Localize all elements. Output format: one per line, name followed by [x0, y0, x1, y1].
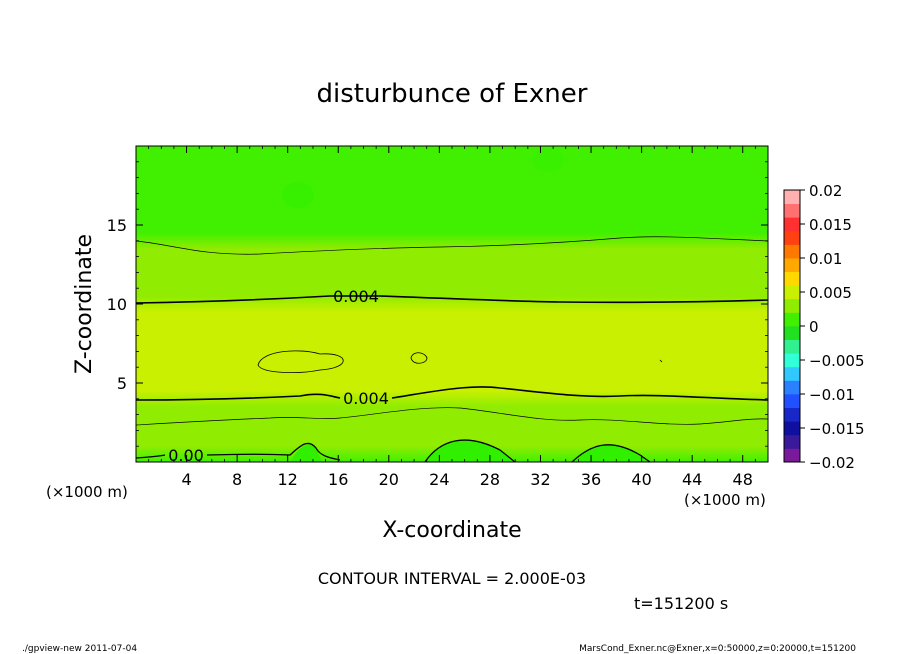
contour-line-0.00 [136, 439, 651, 462]
contour-line [257, 350, 344, 373]
colorbar-bin [784, 244, 800, 259]
plot-area: 0.004 0.004 0.00 [135, 145, 769, 465]
y-axis: 5 10 15 [107, 161, 768, 447]
bump-fill [290, 444, 322, 462]
colorbar-bin [784, 258, 800, 272]
x-tick-label: 20 [379, 470, 399, 489]
x-axis: 4 8 12 16 20 24 28 32 36 40 44 48 [148, 146, 756, 489]
contour-line-0.004 [136, 386, 768, 401]
colorbar-bin [784, 353, 800, 368]
colorbar-bin [784, 380, 800, 395]
contour-label: 0.004 [333, 287, 379, 306]
x-tick-label: 24 [429, 470, 449, 489]
colorbar-bin [784, 298, 800, 313]
x-tick-label: 36 [581, 470, 601, 489]
x-tick-label: 16 [328, 470, 348, 489]
contour-line [659, 359, 663, 363]
contour-label: 0.00 [168, 446, 204, 465]
colorbar-bin [784, 366, 800, 381]
colorbar-bin [784, 448, 800, 463]
colorbar-bin [784, 394, 800, 408]
colorbar-bin [784, 339, 800, 354]
contour-line [136, 236, 768, 255]
colorbar: 0.02 0.015 0.01 0.005 0 −0.005 −0.01 −0.015 −0.0… [783, 182, 865, 472]
colorbar-bin [784, 190, 800, 204]
colorbar-tick-label: −0.015 [809, 420, 865, 438]
contour-lines [136, 236, 768, 462]
chart-title: disturbunce of Exner [317, 79, 588, 109]
contour-label: 0.004 [343, 389, 389, 408]
colorbar-tick-label: −0.005 [809, 352, 865, 370]
contour-line-0.004 [136, 295, 768, 304]
contour-interval-text: CONTOUR INTERVAL = 2.000E-03 [318, 569, 586, 588]
y-axis-label: Z-coordinate [72, 234, 97, 374]
colorbar-bin [784, 326, 800, 340]
bump-fill [425, 440, 515, 462]
contour-line [410, 352, 428, 364]
x-tick-label: 32 [530, 470, 550, 489]
colorbar-tick-label: 0.01 [809, 250, 842, 268]
x-tick-label: 12 [278, 470, 298, 489]
upper-blob [532, 148, 564, 172]
colorbar-bin [784, 271, 800, 286]
colorbar-bin [784, 407, 800, 422]
y-tick-label: 5 [117, 374, 127, 393]
colorbar-bin [784, 217, 800, 232]
colorbar-tick-label: 0.02 [809, 182, 842, 200]
colorbar-tick-label: −0.01 [809, 386, 855, 404]
colorbar-bin [784, 312, 800, 327]
colorbar-tick-label: 0.015 [809, 216, 852, 234]
upper-blob [282, 182, 314, 208]
x-tick-label: 48 [733, 470, 753, 489]
colorbar-bin [784, 434, 800, 449]
x-unit-label-left: (×1000 m) [46, 483, 128, 501]
colorbar-tick-label: −0.02 [809, 454, 855, 472]
time-text: t=151200 s [634, 594, 728, 613]
x-tick-label: 28 [480, 470, 500, 489]
x-axis-label: X-coordinate [382, 518, 521, 543]
y-tick-label: 10 [107, 295, 127, 314]
x-tick-label: 4 [181, 470, 191, 489]
colorbar-bin [784, 285, 800, 300]
colorbar-tick-label: 0 [809, 318, 819, 336]
field-fill [136, 146, 768, 462]
colorbar-tick-label: 0.005 [809, 284, 852, 302]
x-unit-label-right: (×1000 m) [684, 491, 766, 509]
y-tick-label: 15 [107, 216, 127, 235]
colorbar-bin [784, 421, 800, 436]
colorbar-bin [784, 203, 800, 218]
colorbar-bin [784, 230, 800, 245]
footer-right: MarsCond_Exner.nc@Exner,x=0:50000,z=0:20… [579, 644, 856, 654]
x-tick-label: 40 [631, 470, 651, 489]
x-tick-label: 8 [232, 470, 242, 489]
contour-line [136, 407, 768, 426]
contour-labels: 0.004 0.004 0.00 [168, 287, 389, 465]
footer-left: ./gpview-new 2011-07-04 [22, 644, 137, 654]
x-tick-label: 44 [682, 470, 702, 489]
